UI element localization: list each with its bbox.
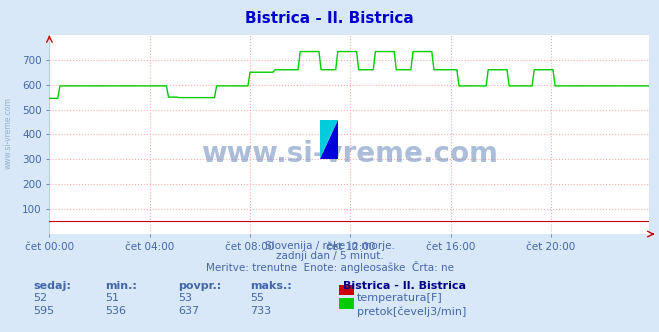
Text: maks.:: maks.: [250, 281, 292, 290]
Text: Bistrica - Il. Bistrica: Bistrica - Il. Bistrica [343, 281, 466, 290]
Text: 52: 52 [33, 293, 47, 303]
Text: www.si-vreme.com: www.si-vreme.com [3, 97, 13, 169]
Text: Slovenija / reke in morje.: Slovenija / reke in morje. [264, 241, 395, 251]
Text: Bistrica - Il. Bistrica: Bistrica - Il. Bistrica [245, 11, 414, 26]
Text: temperatura[F]: temperatura[F] [357, 293, 443, 303]
Text: 595: 595 [33, 306, 54, 316]
Text: 51: 51 [105, 293, 119, 303]
Text: zadnji dan / 5 minut.: zadnji dan / 5 minut. [275, 251, 384, 261]
Text: www.si-vreme.com: www.si-vreme.com [201, 140, 498, 168]
Text: 55: 55 [250, 293, 264, 303]
Polygon shape [320, 120, 338, 159]
Text: min.:: min.: [105, 281, 137, 290]
Text: 536: 536 [105, 306, 127, 316]
Text: Meritve: trenutne  Enote: angleosaške  Črta: ne: Meritve: trenutne Enote: angleosaške Črt… [206, 261, 453, 273]
Text: 53: 53 [178, 293, 192, 303]
Polygon shape [320, 120, 338, 159]
Text: pretok[čevelj3/min]: pretok[čevelj3/min] [357, 306, 467, 317]
Text: povpr.:: povpr.: [178, 281, 221, 290]
Text: 733: 733 [250, 306, 272, 316]
Text: sedaj:: sedaj: [33, 281, 71, 290]
Text: 637: 637 [178, 306, 199, 316]
